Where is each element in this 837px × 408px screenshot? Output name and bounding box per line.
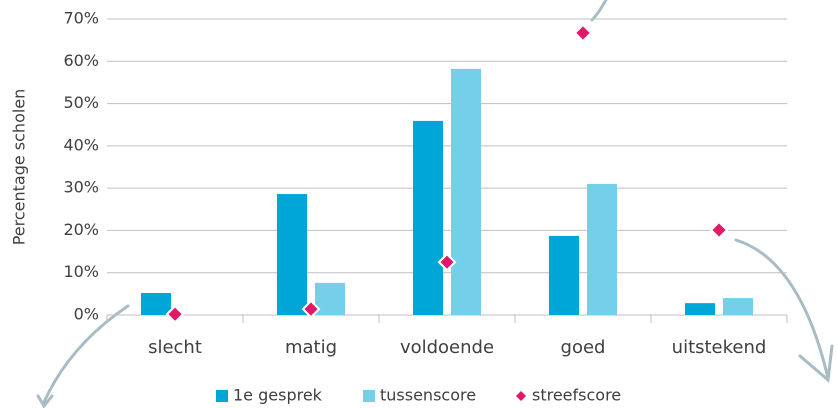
y-axis-label: Percentage scholen: [10, 89, 29, 246]
legend-label: tussenscore: [380, 386, 476, 405]
bar: [141, 293, 171, 315]
arrow: [590, 0, 608, 22]
x-tick-label: slecht: [148, 337, 202, 358]
y-tick-label: 70%: [63, 9, 99, 28]
x-tick-label: goed: [561, 337, 606, 358]
y-tick-label: 0%: [74, 305, 99, 324]
y-tick-label: 30%: [63, 178, 99, 197]
legend-swatch: [216, 390, 228, 402]
y-tick-label: 10%: [63, 262, 99, 281]
x-tick-label: voldoende: [400, 337, 494, 358]
arrow: [734, 238, 830, 380]
marker: [301, 299, 321, 319]
y-tick-label: 20%: [63, 220, 99, 239]
bar: [685, 303, 715, 315]
arrow-head: [798, 344, 834, 383]
legend-label: 1e gesprek: [233, 386, 323, 405]
bar: [723, 298, 753, 315]
bar: [277, 194, 307, 315]
x-tick-label: matig: [285, 337, 337, 358]
marker: [165, 304, 185, 324]
legend-label: streefscore: [532, 386, 621, 405]
bar: [315, 282, 345, 315]
bar: [549, 235, 579, 315]
y-tick-label: 40%: [63, 135, 99, 154]
marker: [573, 23, 593, 43]
arrow-head: [36, 394, 54, 408]
bar: [451, 68, 481, 315]
legend-swatch: [363, 390, 375, 402]
legend-swatch: [516, 391, 526, 401]
bar: [587, 183, 617, 315]
marker: [437, 252, 457, 272]
bar: [413, 120, 443, 315]
marker: [709, 220, 729, 240]
y-tick-label: 60%: [63, 51, 99, 70]
y-tick-label: 50%: [63, 93, 99, 112]
x-tick-label: uitstekend: [672, 337, 767, 358]
